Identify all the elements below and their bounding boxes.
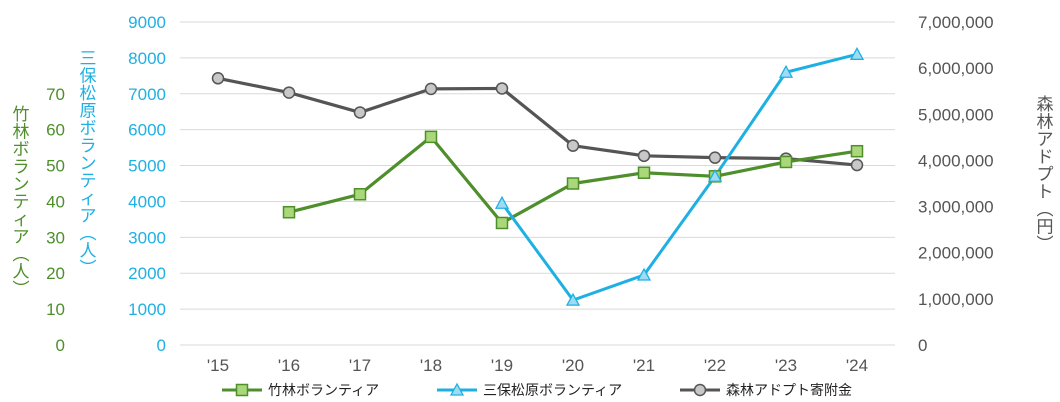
- left-outer-tick-label: 30: [46, 228, 65, 247]
- x-tick-label: '22: [704, 356, 726, 375]
- data-point-三保松原ボランティア: [849, 46, 865, 60]
- data-point-森林アドプト寄附金: [637, 149, 651, 163]
- data-point-竹林ボランティア: [779, 155, 793, 169]
- right-tick-label: 7,000,000: [918, 13, 994, 32]
- data-point-竹林ボランティア: [424, 130, 438, 144]
- series-line-三保松原ボランティア: [500, 52, 858, 302]
- data-point-竹林ボランティア: [495, 216, 509, 230]
- data-point-森林アドプト寄附金: [211, 72, 225, 85]
- legend-label: 森林アドプト寄附金: [726, 382, 852, 399]
- left-outer-tick-label: 70: [46, 85, 65, 104]
- left-outer-tick-label: 40: [46, 192, 65, 211]
- data-point-竹林ボランティア: [637, 166, 651, 179]
- legend-marker: [235, 383, 249, 397]
- series-lines: [211, 46, 865, 306]
- left-inner-tick-label: 1000: [128, 300, 166, 319]
- left-inner-tick-label: 4000: [128, 192, 166, 211]
- left-outer-tick-label: 20: [46, 264, 65, 283]
- left-inner-tick-label: 5000: [128, 157, 166, 176]
- legend: 竹林ボランティア 三保松原ボランティア 森林アドプト寄附金: [222, 382, 852, 399]
- left-inner-tick-label: 9000: [128, 13, 166, 32]
- x-tick-label: '19: [491, 356, 513, 375]
- right-tick-label: 5,000,000: [918, 105, 994, 124]
- x-tick-label: '20: [562, 356, 584, 375]
- x-tick-label: '21: [633, 356, 655, 375]
- left-outer-tick-label: 50: [46, 157, 65, 176]
- left-inner-tick-label: 3000: [128, 228, 166, 247]
- axis-left-inner-ticks: 0 1000 2000 3000 4000 5000 6000 7000 8000 9000: [128, 13, 166, 355]
- right-tick-label: 6,000,000: [918, 59, 994, 78]
- x-tick-label: '18: [420, 356, 442, 375]
- axis-left-outer-ticks: 0 10 20 30 40 50 60 70: [46, 85, 65, 355]
- data-point-森林アドプト寄附金: [282, 86, 296, 99]
- left-inner-tick-label: 2000: [128, 264, 166, 283]
- x-tick-label: '23: [775, 356, 797, 375]
- legend-label: 竹林ボランティア: [268, 383, 379, 399]
- series-line-森林アドプト寄附金: [217, 76, 858, 167]
- x-tick-label: '24: [846, 356, 868, 375]
- x-tick-label: '17: [349, 356, 371, 375]
- data-point-森林アドプト寄附金: [424, 82, 438, 96]
- x-tick-label: '15: [207, 356, 229, 375]
- data-point-三保松原ボランティア: [565, 292, 581, 306]
- left-inner-tick-label: 0: [157, 336, 166, 355]
- left-inner-tick-label: 6000: [128, 121, 166, 140]
- axis-title-right: 森林アドプト︵円︶: [1037, 95, 1054, 255]
- right-tick-label: 4,000,000: [918, 151, 994, 170]
- right-tick-label: 1,000,000: [918, 290, 994, 309]
- data-point-三保松原ボランティア: [707, 168, 723, 182]
- right-tick-label: 3,000,000: [918, 198, 994, 217]
- x-tick-label: '16: [278, 356, 300, 375]
- axis-title-left-inner: 三保松原ボランティア︵人︶: [80, 49, 97, 279]
- data-point-竹林ボランティア: [282, 205, 296, 219]
- data-point-竹林ボランティア: [566, 177, 580, 190]
- data-point-三保松原ボランティア: [778, 64, 794, 78]
- legend-marker: [693, 383, 707, 397]
- data-point-竹林ボランティア: [353, 188, 367, 201]
- right-tick-label: 2,000,000: [918, 244, 994, 263]
- left-outer-tick-label: 10: [46, 300, 65, 319]
- legend-marker: [449, 382, 465, 396]
- data-point-森林アドプト寄附金: [708, 151, 722, 164]
- data-point-森林アドプト寄附金: [495, 82, 509, 95]
- legend-label: 三保松原ボランティア: [483, 383, 622, 399]
- axis-x-ticks: '15 '16 '17 '18 '19 '20 '21 '22 '23 '24: [207, 356, 868, 375]
- right-tick-label: 0: [918, 336, 927, 355]
- data-point-三保松原ボランティア: [494, 195, 510, 209]
- left-inner-tick-label: 8000: [128, 49, 166, 68]
- data-point-森林アドプト寄附金: [566, 139, 580, 152]
- axis-labels: 竹林ボランティア︵人︶ 三保松原ボランティア︵人︶ 森林アドプト︵円︶: [13, 49, 1054, 300]
- data-point-竹林ボランティア: [850, 144, 864, 158]
- left-outer-tick-label: 0: [56, 336, 65, 355]
- left-outer-tick-label: 60: [46, 121, 65, 140]
- data-point-森林アドプト寄附金: [850, 158, 864, 172]
- axis-title-left-outer: 竹林ボランティア︵人︶: [13, 105, 30, 300]
- axis-right-ticks: 0 1,000,000 2,000,000 3,000,000 4,000,000 5,0…: [918, 13, 994, 355]
- data-point-森林アドプト寄附金: [353, 106, 367, 119]
- left-inner-tick-label: 7000: [128, 85, 166, 104]
- data-point-三保松原ボランティア: [636, 267, 652, 281]
